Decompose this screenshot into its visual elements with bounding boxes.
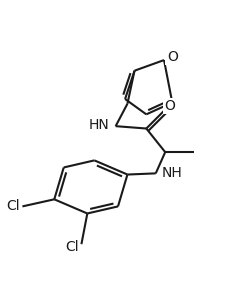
Text: HN: HN — [89, 119, 110, 132]
Text: O: O — [167, 50, 178, 64]
Text: NH: NH — [162, 166, 183, 180]
Text: Cl: Cl — [65, 240, 79, 254]
Text: Cl: Cl — [6, 200, 20, 213]
Text: O: O — [164, 99, 175, 113]
